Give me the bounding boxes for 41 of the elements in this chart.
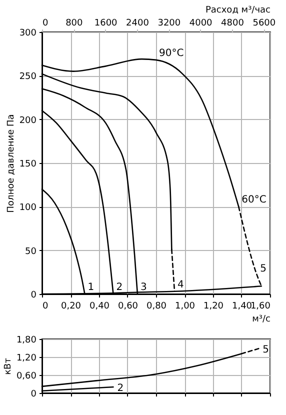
x2-axis-title: Расход м³/час	[205, 6, 271, 16]
y-tick-label: 1,20	[16, 354, 37, 364]
x-axis-title: м³/с	[252, 314, 271, 324]
x2-tick-label: 2400	[126, 18, 150, 28]
y-tick-label: 100	[19, 203, 37, 214]
y-tick-label: 0,60	[16, 372, 37, 382]
x-tick-label: 1,00	[174, 302, 196, 312]
y-tick-label: 250	[19, 72, 37, 82]
x-tick-label: 0,20	[60, 302, 82, 312]
annotation: 2	[116, 282, 123, 293]
x-tick-label: 0,60	[118, 302, 138, 312]
y-tick-label: 0	[30, 390, 37, 400]
x2-tick-label: 4800	[221, 18, 244, 28]
annotation: 5	[260, 264, 267, 275]
x2-tick-label: 0	[42, 18, 48, 28]
x2-tick-label: 4000	[189, 18, 213, 28]
y-tick-label: 1,80	[16, 336, 37, 346]
x2-tick-label: 800	[66, 18, 84, 28]
x-tick-label: 0,40	[89, 302, 110, 312]
x2-tick-label: 1600	[94, 18, 118, 28]
annotation: 90°C	[159, 48, 184, 59]
annotation: 1	[88, 282, 94, 293]
annotation: 3	[140, 282, 147, 293]
y-tick-label: 0	[30, 290, 37, 300]
y-tick-label: 200	[19, 116, 37, 126]
x-tick-label: 1,60	[250, 302, 271, 312]
y-tick-label: 150	[19, 160, 37, 170]
x-tick-label: 0	[42, 302, 48, 312]
y-axis-title: Полное давление Па	[6, 114, 16, 213]
annotation: 5	[262, 344, 269, 356]
x-tick-label: 1,20	[203, 302, 224, 312]
y-axis-title: кВт	[3, 358, 14, 375]
x-tick-label: 1,40	[232, 302, 252, 312]
x2-tick-label: 5600	[252, 18, 276, 28]
y-tick-label: 300	[19, 28, 37, 38]
y-tick-label: 50	[25, 246, 37, 257]
x2-tick-label: 3200	[158, 18, 181, 28]
annotation: 4	[178, 279, 184, 290]
annotation: 2	[117, 383, 124, 394]
x-tick-label: 0,80	[146, 302, 167, 312]
annotation: 60°C	[242, 194, 266, 206]
